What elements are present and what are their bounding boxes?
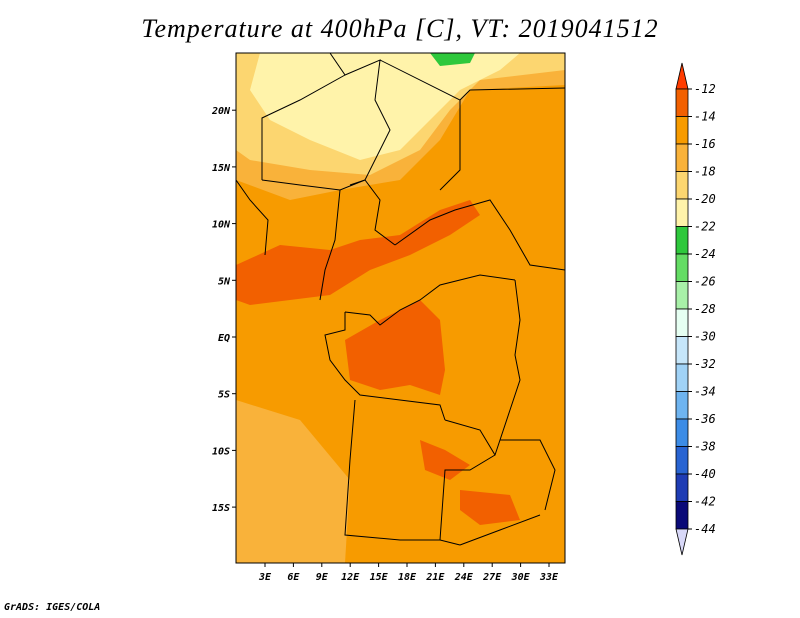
legend-label: -16 [694, 137, 716, 151]
legend-swatch [675, 253, 689, 282]
legend-label: -12 [694, 82, 716, 96]
legend-swatch [675, 171, 689, 200]
legend-swatch [675, 281, 689, 310]
legend-label: -38 [694, 440, 716, 454]
boundaries [236, 53, 565, 546]
legend-swatch [675, 143, 689, 172]
lat-tick-label: 15S [212, 503, 230, 514]
lon-tick-label: 33E [539, 572, 559, 583]
grads-credit: GrADS: IGES/COLA [4, 602, 101, 613]
legend-label: -14 [694, 110, 716, 124]
legend-label: -28 [694, 302, 716, 316]
legend-swatch [675, 308, 689, 337]
legend-swatch [675, 446, 689, 475]
lat-tick-label: 15N [212, 163, 231, 174]
map-frame [235, 52, 566, 564]
lat-tick-label: 10S [212, 446, 230, 457]
legend-swatch [675, 88, 689, 117]
legend-label: -26 [694, 275, 716, 289]
legend-label: -42 [694, 495, 716, 509]
longitude-axis: 3E 6E 9E 12E 15E 18E 21E 24E 27E 30E 33E [258, 563, 559, 583]
legend-swatch [675, 473, 689, 502]
lat-tick-label: 5N [218, 276, 231, 287]
field-green-patch [430, 53, 475, 66]
lon-tick-label: 15E [370, 572, 389, 583]
legend-label: -24 [694, 247, 716, 261]
legend-swatch [675, 501, 689, 530]
field-warm-band-center [345, 300, 445, 395]
field-south-light [236, 400, 350, 563]
legend-swatch [675, 391, 689, 420]
field-warm-band-north [236, 200, 480, 305]
lat-tick-label: EQ [218, 333, 230, 344]
lat-tick-label: 20N [211, 106, 231, 117]
lon-tick-label: 24E [454, 572, 474, 583]
lon-tick-label: 12E [341, 572, 360, 583]
legend-label: -34 [694, 385, 716, 399]
legend-swatch [675, 116, 689, 145]
legend-arrow-top [675, 62, 689, 90]
legend-swatch [675, 418, 689, 447]
lat-tick-label: 5S [218, 390, 230, 401]
legend-label: -20 [694, 192, 716, 206]
lon-tick-label: 9E [316, 572, 329, 583]
legend-label: -40 [694, 467, 716, 481]
legend-swatch [675, 336, 689, 365]
latitude-axis: 20N 15N 10N 5N EQ 5S 10S 15S [211, 106, 236, 514]
legend-swatch [675, 363, 689, 392]
chart-title: Temperature at 400hPa [C], VT: 201904151… [141, 14, 659, 43]
field-warm-patch-se [460, 490, 520, 525]
lon-tick-label: 21E [425, 572, 445, 583]
lon-tick-label: 30E [511, 572, 531, 583]
lon-tick-label: 27E [482, 572, 502, 583]
legend-arrow-bottom [675, 528, 689, 556]
legend-swatch [675, 226, 689, 255]
color-legend: -12 -14 -16 -18 -20 -22 -24 -26 -28 -30 -32 -34 -36 -… [675, 62, 716, 556]
temperature-field [236, 53, 565, 563]
legend-label: -30 [694, 330, 716, 344]
legend-label: -22 [694, 220, 716, 234]
legend-label: -36 [694, 412, 716, 426]
legend-label: -18 [694, 165, 716, 179]
legend-swatch [675, 198, 689, 227]
field-north-20 [250, 53, 520, 160]
legend-label: -44 [694, 522, 716, 536]
legend-label: -32 [694, 357, 716, 371]
lon-tick-label: 3E [258, 572, 272, 583]
lat-tick-label: 10N [212, 220, 231, 231]
lon-tick-label: 18E [398, 572, 417, 583]
lon-tick-label: 6E [287, 572, 300, 583]
